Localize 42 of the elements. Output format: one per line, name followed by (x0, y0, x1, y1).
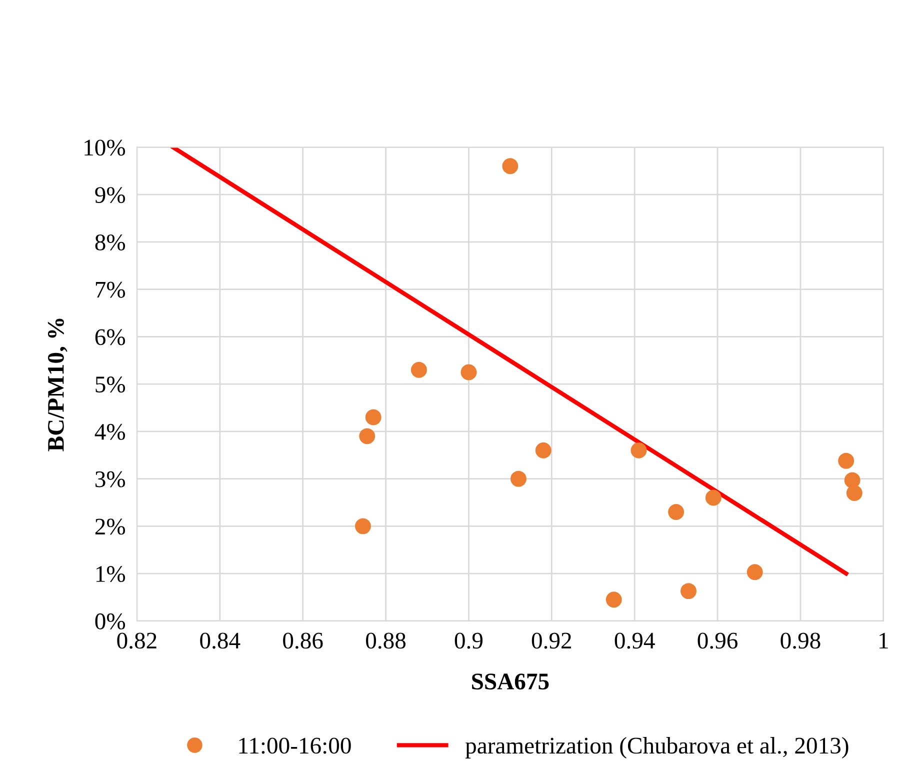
point (502, 158, 518, 174)
legend-label: 11:00-16:00 (239, 738, 351, 754)
point (359, 428, 376, 444)
point (746, 564, 763, 580)
x-tick-label: 0.96 (698, 632, 738, 649)
y-tick-label: 10% (84, 140, 126, 156)
point (630, 442, 647, 458)
y-tick-label: 6% (95, 329, 126, 346)
x-tick-label: 0.88 (366, 632, 406, 649)
point (535, 442, 552, 458)
point (846, 485, 862, 501)
y-tick-label: 9% (95, 187, 126, 204)
point (460, 364, 477, 380)
point (606, 592, 622, 608)
y-tick-label: 7% (96, 282, 126, 298)
point (705, 490, 722, 506)
point (668, 504, 684, 520)
x-tick-label: 0.84 (200, 632, 240, 649)
x-tick-label: 0.9 (454, 632, 483, 649)
y-tick-label: 0% (95, 613, 126, 630)
x-tick-label: 0.86 (283, 632, 323, 649)
y-tick-label: 3% (96, 471, 126, 488)
point (680, 583, 696, 600)
x-tick-label: 0.92 (532, 632, 572, 649)
point (844, 472, 860, 488)
y-tick-label: 5% (96, 376, 126, 393)
x-axis-title: SSA675 (472, 674, 549, 690)
y-tick-label: 4% (94, 424, 126, 440)
point (354, 518, 371, 534)
y-tick-label: 8% (95, 234, 126, 250)
point (365, 409, 382, 426)
y-tick-label: 1% (96, 566, 126, 582)
x-tick-label: 0.98 (780, 632, 820, 649)
point (410, 362, 427, 378)
point (510, 470, 526, 487)
legend-label: parametrization (Chubarova et al., 2013) (465, 737, 848, 758)
y-axis-title: BC/PM10, % (48, 318, 68, 452)
y-tick-label: 2% (95, 518, 126, 535)
x-tick-label: 0.94 (614, 632, 655, 649)
x-tick-label: 1 (880, 632, 888, 648)
point (838, 452, 854, 469)
x-tick-label: 0.82 (117, 632, 156, 649)
